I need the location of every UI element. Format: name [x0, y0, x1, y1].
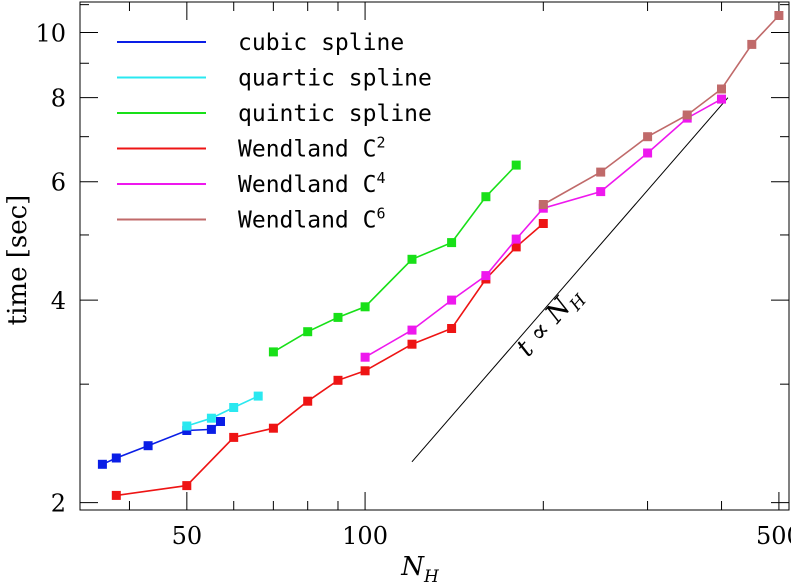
data-point [97, 459, 107, 469]
y-tick-label: 2 [51, 490, 66, 518]
data-point [481, 192, 491, 202]
legend-label-main: Wendland C [238, 137, 376, 163]
annotation-line [411, 97, 729, 463]
axis-tick-labels: 50 100 500 2 4 6 8 10 [35, 19, 791, 550]
data-point [538, 200, 548, 209]
legend-label: Wendland C2 [238, 134, 386, 163]
data-point [447, 295, 457, 305]
data-point [481, 271, 491, 281]
data-point [407, 325, 417, 335]
legend-label-main: quartic spline [238, 66, 432, 92]
series-3 [111, 219, 548, 500]
data-point [111, 453, 121, 463]
y-tick-label: 10 [35, 19, 66, 47]
data-point [360, 366, 370, 376]
legend-label-main: Wendland C [238, 172, 376, 198]
series-2 [268, 160, 521, 357]
series-line [116, 222, 544, 497]
data-point [511, 160, 521, 170]
legend-label: quartic spline [238, 66, 432, 92]
data-point [253, 391, 263, 401]
data-point [596, 187, 606, 197]
data-point [303, 327, 313, 337]
legend-label-sup: 4 [376, 169, 385, 187]
annotation-label: t ∝ NH [511, 280, 592, 366]
data-point [216, 417, 225, 426]
data-point [643, 148, 653, 158]
y-tick-label: 8 [51, 85, 66, 113]
data-point [447, 324, 457, 333]
series-line [272, 164, 517, 353]
legend-label: quintic spline [238, 101, 432, 127]
data-point [643, 132, 653, 142]
data-point [682, 110, 692, 120]
data-point [229, 432, 239, 442]
data-point [182, 481, 192, 491]
data-point [447, 238, 457, 248]
data-point [268, 423, 278, 433]
legend-label: Wendland C6 [238, 205, 386, 234]
legend-label-sup: 6 [376, 205, 385, 223]
data-point [360, 352, 370, 362]
y-tick-label: 6 [51, 169, 66, 197]
series-line [364, 98, 722, 358]
x-axis-label-main: N [400, 552, 425, 582]
data-point [407, 254, 417, 264]
data-point [538, 219, 548, 228]
y-axis-label: time [sec] [3, 195, 33, 326]
annotation: t ∝ NH [411, 97, 729, 463]
data-point [747, 39, 757, 49]
data-point [360, 302, 370, 312]
legend-label-sup: 2 [376, 134, 385, 152]
data-point [717, 84, 726, 94]
data-point [143, 441, 153, 451]
legend-label-main: cubic spline [238, 30, 404, 56]
plot-frame [79, 1, 790, 511]
data-point [206, 424, 216, 434]
x-axis-label-sub: H [423, 567, 440, 582]
data-point [407, 339, 417, 349]
data-point [303, 396, 313, 406]
legend-label-main: quintic spline [238, 101, 432, 127]
legend-label-main: Wendland C [238, 208, 376, 234]
series-1 [182, 391, 263, 431]
data-point [182, 421, 192, 431]
data-point [229, 403, 239, 412]
legend: cubic spline quartic spline quintic spline… [117, 30, 432, 234]
data-point [111, 490, 121, 500]
series-layer [97, 11, 784, 500]
x-tick-label: 100 [342, 522, 388, 550]
legend-label: cubic spline [238, 30, 404, 56]
series-5 [538, 11, 784, 209]
data-point [333, 375, 343, 385]
legend-label: Wendland C4 [238, 169, 386, 198]
data-point [206, 413, 216, 423]
series-line [186, 395, 259, 427]
x-tick-label: 50 [172, 522, 203, 550]
data-point [511, 234, 521, 244]
x-axis-label: NH [400, 552, 440, 582]
data-point [596, 167, 606, 177]
data-point [717, 94, 726, 104]
data-point [268, 347, 278, 357]
y-tick-label: 4 [51, 287, 66, 315]
data-point [333, 312, 343, 322]
data-point [511, 242, 521, 252]
series-line [542, 14, 780, 206]
x-tick-label: 500 [756, 522, 791, 550]
series-0 [97, 417, 225, 469]
data-point [774, 11, 784, 20]
